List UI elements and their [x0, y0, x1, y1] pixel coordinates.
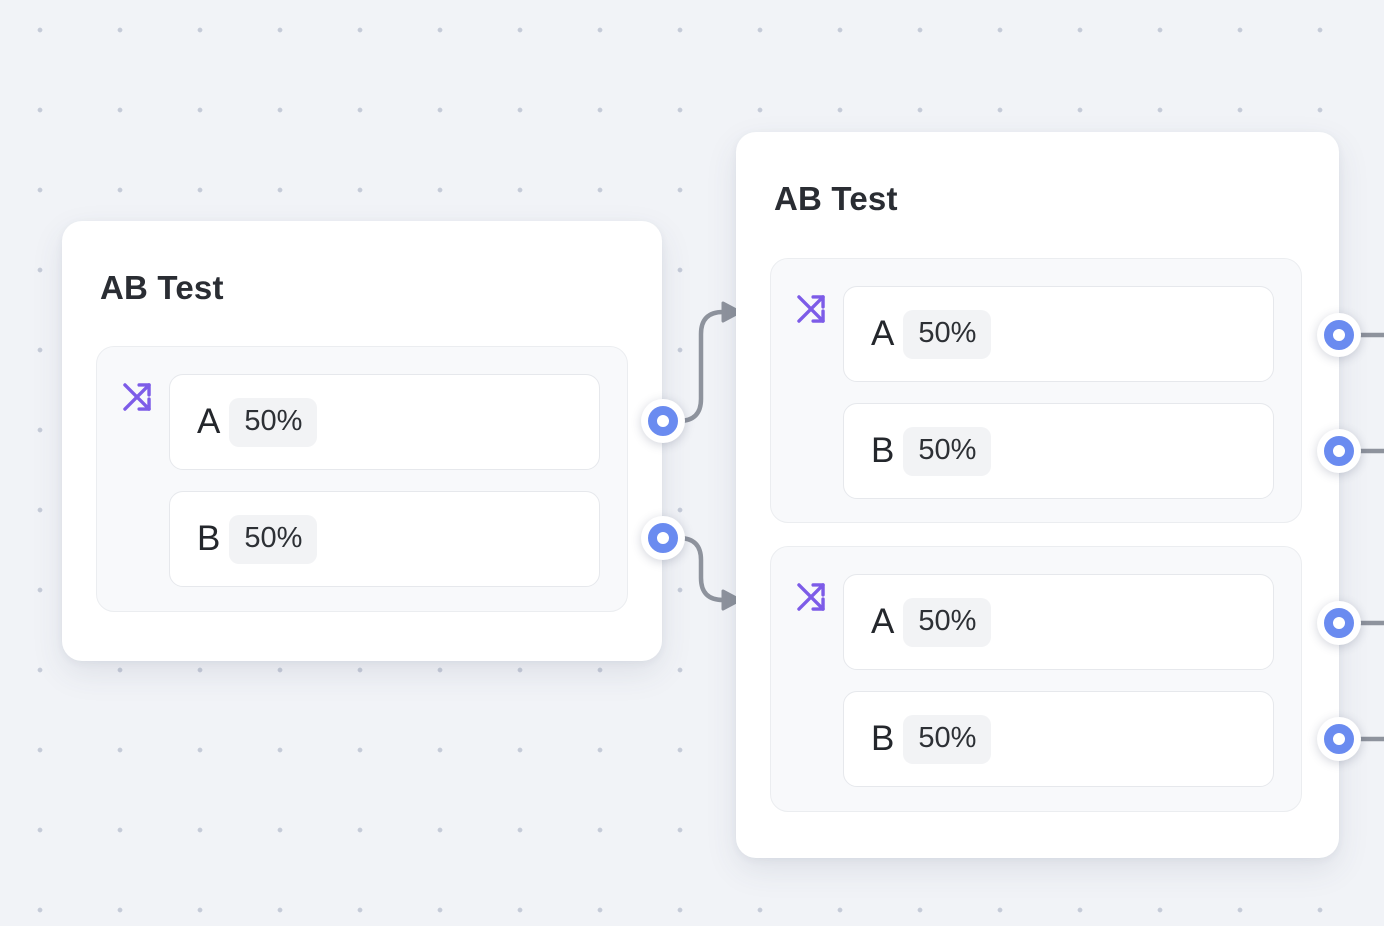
- branch-group: A 50% B 50%: [770, 546, 1302, 812]
- shuffle-icon: [797, 295, 825, 323]
- branch-percent-badge: 50%: [903, 597, 992, 647]
- branch-label: B: [871, 431, 895, 470]
- handle-dot: [1324, 724, 1354, 754]
- branch-label: B: [197, 519, 221, 558]
- branch-label: B: [871, 719, 895, 758]
- connection-handle[interactable]: [1317, 429, 1361, 473]
- branch-percent-badge: 50%: [903, 426, 992, 476]
- connection-handle[interactable]: [641, 399, 685, 443]
- branch-label: A: [871, 602, 895, 641]
- branch-group: A 50% B 50%: [96, 346, 628, 612]
- handle-dot: [1324, 320, 1354, 350]
- connection-handle[interactable]: [1317, 313, 1361, 357]
- node-title: AB Test: [100, 269, 224, 306]
- ab-test-node-left[interactable]: AB Test A 50% B 50%: [62, 221, 685, 661]
- branch-percent-badge: 50%: [903, 309, 992, 359]
- connection-handle[interactable]: [1317, 601, 1361, 645]
- branch-percent-badge: 50%: [229, 397, 318, 447]
- branch-row-a[interactable]: A 50%: [843, 286, 1274, 382]
- branch-row-a[interactable]: A 50%: [843, 574, 1274, 670]
- branch-percent-badge: 50%: [229, 514, 318, 564]
- shuffle-icon: [123, 383, 151, 411]
- node-title: AB Test: [774, 180, 898, 217]
- handle-dot: [648, 406, 678, 436]
- branch-group: A 50% B 50%: [770, 258, 1302, 523]
- branch-row-b[interactable]: B 50%: [843, 403, 1274, 499]
- branch-row-b[interactable]: B 50%: [843, 691, 1274, 787]
- branch-row-a[interactable]: A 50%: [169, 374, 600, 470]
- handle-dot: [1324, 608, 1354, 638]
- branch-label: A: [197, 402, 221, 441]
- handle-dot: [1324, 436, 1354, 466]
- connection-handle[interactable]: [641, 516, 685, 560]
- ab-test-node-right[interactable]: AB Test A 50% B 50% A 50% B 50%: [736, 132, 1361, 858]
- branch-row-b[interactable]: B 50%: [169, 491, 600, 587]
- handle-dot: [648, 523, 678, 553]
- branch-label: A: [871, 314, 895, 353]
- connection-handle[interactable]: [1317, 717, 1361, 761]
- branch-percent-badge: 50%: [903, 714, 992, 764]
- shuffle-icon: [797, 583, 825, 611]
